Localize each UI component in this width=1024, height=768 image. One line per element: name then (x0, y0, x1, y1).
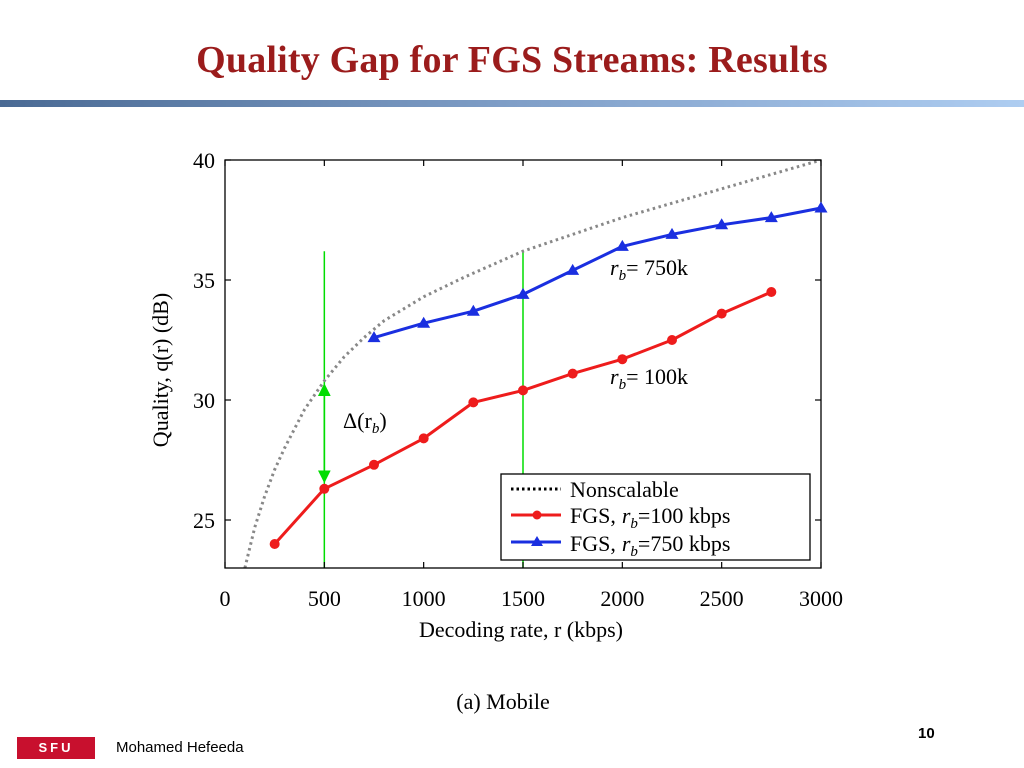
delta-label: Δ(r (343, 408, 372, 433)
data-point-fgs-100 (269, 539, 280, 549)
x-tick-label: 2500 (700, 586, 744, 611)
y-tick-label: 40 (193, 148, 215, 173)
rb-750-annotation: rb= 750k (610, 255, 688, 284)
x-axis-label: Decoding rate, r (kbps) (419, 617, 623, 642)
rb-750-sub: b (619, 268, 627, 284)
data-point-fgs-750 (665, 227, 679, 239)
delta-sub: b (372, 421, 380, 437)
data-point-fgs-100 (617, 354, 628, 365)
legend-fgs-100-suffix: =100 kbps (638, 503, 730, 528)
rb-100-value: = 100k (626, 364, 688, 389)
page-number: 10 (918, 725, 935, 742)
delta-annotation: Δ(rb) (343, 408, 387, 437)
data-point-fgs-750 (466, 304, 480, 316)
legend-fgs-100-prefix: FGS, (570, 503, 616, 528)
title-divider (0, 100, 1024, 107)
data-point-fgs-750 (566, 263, 580, 275)
legend-marker-fgs-750 (531, 536, 543, 546)
x-tick-label: 1000 (402, 586, 446, 611)
data-point-fgs-750 (715, 218, 729, 230)
data-point-fgs-750 (814, 201, 828, 213)
chart-marks (269, 201, 828, 549)
legend-fgs-750-suffix: =750 kbps (638, 531, 730, 556)
data-point-fgs-750 (367, 331, 381, 343)
data-point-fgs-100 (518, 385, 528, 396)
legend-label-nonscalable: Nonscalable (570, 477, 679, 502)
chart-caption: (a) Mobile (456, 689, 549, 714)
x-tick-label: 3000 (799, 586, 843, 611)
rb-750-value: = 750k (626, 255, 688, 280)
legend-box (500, 473, 811, 561)
data-point-fgs-750 (516, 287, 530, 299)
y-tick-label: 25 (193, 508, 215, 533)
legend-label-fgs-100: FGS, rb=100 kbps (570, 503, 730, 532)
y-tick-label: 30 (193, 388, 215, 413)
series-line-fgs-750 (373, 206, 822, 340)
rb-100-annotation: rb= 100k (610, 364, 688, 393)
data-point-fgs-100 (567, 368, 578, 379)
legend-label-fgs-750: FGS, rb=750 kbps (570, 531, 730, 560)
legend-fgs-750-prefix: FGS, (570, 531, 616, 556)
data-point-fgs-750 (764, 211, 778, 223)
x-tick-label: 2000 (600, 586, 644, 611)
y-axis-label: Quality, q(r) (dB) (148, 293, 173, 447)
data-point-fgs-100 (766, 287, 777, 297)
data-point-fgs-100 (418, 433, 429, 444)
x-tick-label: 500 (308, 586, 341, 611)
legend: Nonscalable FGS, rb=100 kbps FGS, rb=750 k… (500, 473, 811, 561)
y-tick-label: 35 (193, 268, 215, 293)
series-line-nonscalable (243, 160, 821, 568)
data-point-fgs-750 (417, 316, 431, 328)
x-tick-label: 0 (220, 586, 231, 611)
slide-title: Quality Gap for FGS Streams: Results (196, 39, 828, 81)
legend-marker-fgs-100 (532, 510, 542, 520)
data-point-fgs-100 (667, 335, 677, 345)
data-point-fgs-100 (468, 397, 479, 408)
data-point-fgs-100 (319, 483, 330, 494)
legend-fgs-750-sub: b (630, 544, 638, 560)
delta-close: ) (379, 408, 386, 433)
data-point-fgs-100 (716, 308, 727, 319)
sfu-logo: SFU (17, 737, 95, 759)
data-point-fgs-750 (615, 239, 629, 251)
footer-author: Mohamed Hefeeda (116, 739, 244, 756)
rb-100-sub: b (619, 377, 627, 393)
data-point-fgs-100 (369, 459, 379, 470)
axes: 0 500 1000 1500 2000 2500 3000 25 30 35 40 (193, 148, 843, 611)
x-tick-label: 1500 (501, 586, 545, 611)
legend-fgs-100-sub: b (630, 516, 638, 532)
